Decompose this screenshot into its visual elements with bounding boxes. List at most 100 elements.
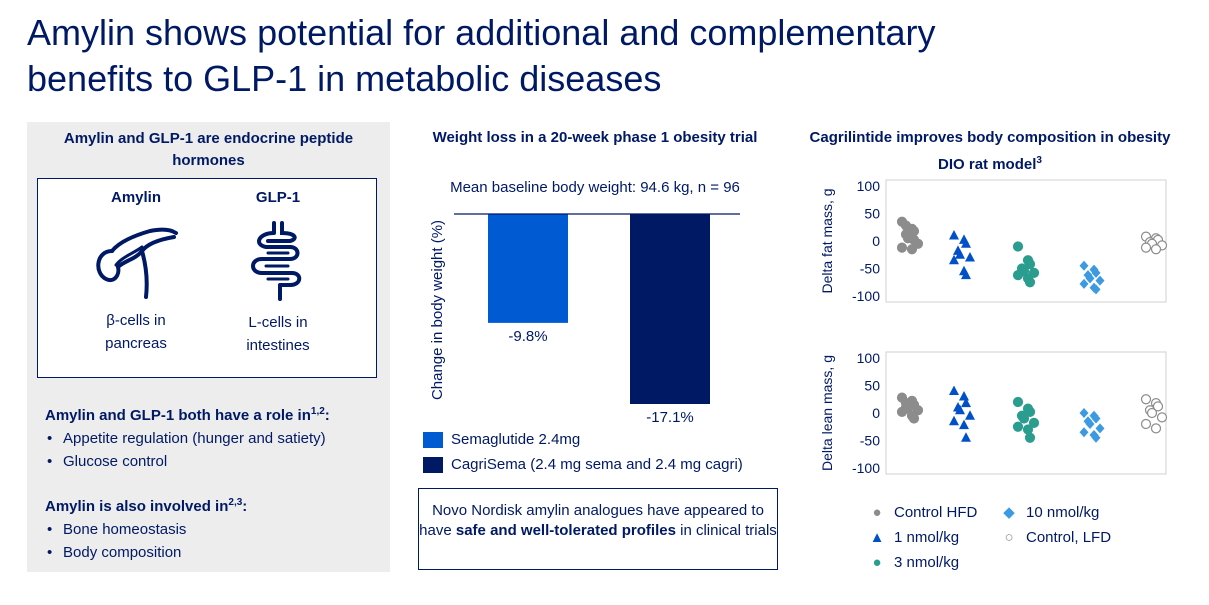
- shared-roles-heading-text: Amylin and GLP-1 both have a role in: [45, 407, 311, 424]
- data-point: [1085, 419, 1095, 429]
- circle-marker-icon: ●: [872, 504, 882, 521]
- intestines-icon: [251, 221, 302, 301]
- bar: [630, 214, 710, 404]
- pancreas-icon: [96, 227, 178, 299]
- amylin-name: Amylin: [110, 189, 161, 206]
- data-point: [1091, 432, 1101, 443]
- data-label: -17.1%: [646, 409, 694, 426]
- legend-label: 3 nmol/kg: [894, 554, 960, 571]
- legend-swatch: [423, 432, 443, 448]
- amylin-roles-ref: 2,3: [228, 497, 243, 508]
- safety-callout: Novo Nordisk amylin analogues have appea…: [418, 488, 778, 570]
- scatter-heading-text: Cagrilintide improves body composition i…: [809, 129, 1171, 173]
- data-point: [1012, 269, 1024, 281]
- glp1-cells: L-cells in intestines: [218, 311, 338, 357]
- callout-text: Novo Nordisk amylin analogues have appea…: [419, 502, 764, 539]
- data-point: [1012, 241, 1024, 252]
- data-point: [1022, 424, 1034, 435]
- data-point: [949, 415, 959, 426]
- diamond-marker-icon: ◆: [1003, 504, 1015, 521]
- bar-chart: Change in body weight (%) -9.8% -17.1%: [429, 213, 740, 426]
- callout-text-end: in clinical trials: [675, 522, 777, 539]
- data-point: [1091, 413, 1101, 424]
- data-point: [961, 397, 971, 408]
- shared-roles-section: Amylin and GLP-1 both have a role in1,2:…: [45, 400, 385, 473]
- fat-mass-plot: 100 50 0 -50 -100 Delta fat mass, g: [819, 178, 1168, 304]
- amylin-roles-section: Amylin is also involved in2,3: Bone home…: [45, 491, 385, 564]
- bar: [488, 214, 568, 323]
- data-point: [1079, 260, 1089, 271]
- data-point: [1024, 432, 1036, 443]
- tick-label: 0: [872, 405, 880, 421]
- data-point: [1091, 267, 1101, 278]
- tick-label: -100: [852, 288, 880, 304]
- title-line-2: benefits to GLP-1 in metabolic diseases: [27, 58, 662, 99]
- data-point: [1024, 406, 1036, 418]
- data-point: [1140, 242, 1152, 253]
- glp1-name: GLP-1: [255, 189, 301, 206]
- glp1-cells-line2: intestines: [246, 337, 310, 354]
- hormones-panel: Amylin and GLP-1 are endocrine peptide h…: [27, 122, 390, 572]
- data-point: [908, 234, 920, 246]
- data-point: [965, 410, 975, 420]
- scatter-legend-item: ▲ 1 nmol/kg: [868, 528, 959, 548]
- data-point: [1012, 421, 1024, 432]
- hormone-box: Amylin β-cells in pancreas GLP-1 L-cells…: [37, 178, 377, 378]
- scatter-legend-item: ● Control HFD: [868, 503, 977, 523]
- tick-label: 0: [872, 233, 880, 249]
- lean-mass-plot: 100 50 0 -50 -100 Delta lean mass, g: [819, 350, 1168, 476]
- data-point: [896, 242, 908, 253]
- tick-label: 100: [857, 350, 881, 366]
- scatter-heading: Cagrilintide improves body composition i…: [800, 126, 1180, 176]
- amylin-roles-colon: :: [242, 498, 248, 515]
- data-point: [1012, 396, 1024, 408]
- data-point: [1140, 418, 1152, 430]
- data-point: [900, 220, 912, 231]
- data-point: [1018, 413, 1030, 424]
- glp1-cells-line1: L-cells in: [248, 314, 308, 331]
- legend-label: CagriSema (2.4 mg sema and 2.4 mg cagri): [451, 456, 743, 473]
- amylin-cells-line1: β-cells in: [106, 312, 166, 329]
- shared-roles-ref: 1,2: [310, 406, 325, 417]
- amylin-column: Amylin β-cells in pancreas: [76, 187, 196, 355]
- data-point: [908, 413, 920, 424]
- hormones-heading: Amylin and GLP-1 are endocrine peptide h…: [63, 130, 354, 169]
- bar-legend-item: Semaglutide 2.4mg: [423, 430, 580, 450]
- triangle-marker-icon: ▲: [869, 529, 885, 546]
- y-axis-label: Change in body weight (%): [429, 220, 446, 400]
- data-point: [955, 404, 965, 415]
- data-point: [1079, 278, 1089, 289]
- data-point: [1150, 244, 1162, 255]
- amylin-roles-heading-text: Amylin is also involved in: [45, 498, 229, 515]
- callout-bold-text: safe and well-tolerated profiles: [455, 522, 676, 539]
- y-axis-label: Delta lean mass, g: [819, 355, 835, 471]
- data-point: [959, 419, 969, 430]
- list-item: Body composition: [45, 541, 385, 564]
- data-point: [1095, 423, 1105, 434]
- page-title: Amylin shows potential for additional an…: [27, 10, 1177, 102]
- data-point: [1024, 277, 1036, 288]
- data-point: [1146, 407, 1158, 419]
- scatter-legend-item: ● 3 nmol/kg: [868, 553, 959, 573]
- data-point: [961, 432, 971, 442]
- data-point: [1156, 412, 1168, 423]
- data-point: [1140, 394, 1152, 405]
- shared-roles-heading: Amylin and GLP-1 both have a role in1,2:: [45, 400, 385, 427]
- plot-frame: [885, 351, 1167, 475]
- tick-label: -50: [860, 433, 880, 449]
- data-point: [1089, 264, 1099, 275]
- data-point: [1152, 401, 1164, 412]
- plot-frame: [885, 179, 1167, 303]
- scatter-heading-ref: 3: [1036, 155, 1042, 166]
- legend-label: 1 nmol/kg: [894, 529, 960, 546]
- data-point: [1079, 408, 1089, 418]
- data-point: [1150, 423, 1162, 434]
- list-item: Glucose control: [45, 450, 385, 473]
- glp1-column: GLP-1 L-cells in intestines: [218, 187, 338, 357]
- data-point: [1095, 275, 1105, 286]
- legend-label: 10 nmol/kg: [1026, 504, 1100, 521]
- title-line-1: Amylin shows potential for additional an…: [27, 12, 936, 53]
- data-point: [965, 252, 975, 262]
- bar-chart-subtitle: Mean baseline body weight: 94.6 kg, n = …: [450, 179, 740, 196]
- scatter-legend-item: ◆ 10 nmol/kg: [1000, 503, 1099, 523]
